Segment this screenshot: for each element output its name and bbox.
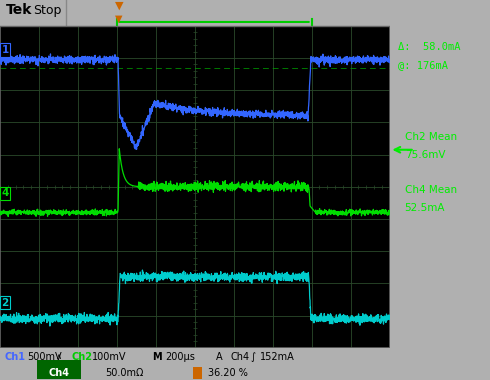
Text: Ch4 Mean: Ch4 Mean [405,185,457,195]
Text: ▼: ▼ [115,1,123,11]
Text: M: M [152,352,162,362]
Text: 75.6mV: 75.6mV [405,150,445,160]
Text: A: A [216,352,222,362]
Text: Stop: Stop [33,4,61,17]
Text: @: 176mA: @: 176mA [397,60,447,70]
Text: Ch2 Mean: Ch2 Mean [405,132,457,142]
Text: ▼: ▼ [115,14,122,24]
FancyBboxPatch shape [37,360,81,379]
Text: ∧: ∧ [56,352,63,361]
Text: Tek: Tek [6,3,32,17]
Text: 36.20 %: 36.20 % [208,368,248,378]
Text: 2: 2 [1,298,9,308]
Text: Ch2: Ch2 [71,352,92,362]
Text: ∫: ∫ [251,352,256,362]
Text: Ch1: Ch1 [5,352,26,362]
Text: 50.0mΩ: 50.0mΩ [105,368,144,378]
Text: 1: 1 [1,45,9,55]
Text: 500mV: 500mV [27,352,62,362]
Text: Ch4: Ch4 [230,352,249,362]
Text: Δ:  58.0mA: Δ: 58.0mA [397,42,460,52]
Text: Ch4: Ch4 [49,368,69,378]
Text: 100mV: 100mV [92,352,126,362]
Text: 152mA: 152mA [260,352,294,362]
Text: 52.5mA: 52.5mA [405,203,445,213]
Text: 4: 4 [1,188,9,198]
Text: T: T [194,368,201,378]
Text: 200μs: 200μs [165,352,195,362]
